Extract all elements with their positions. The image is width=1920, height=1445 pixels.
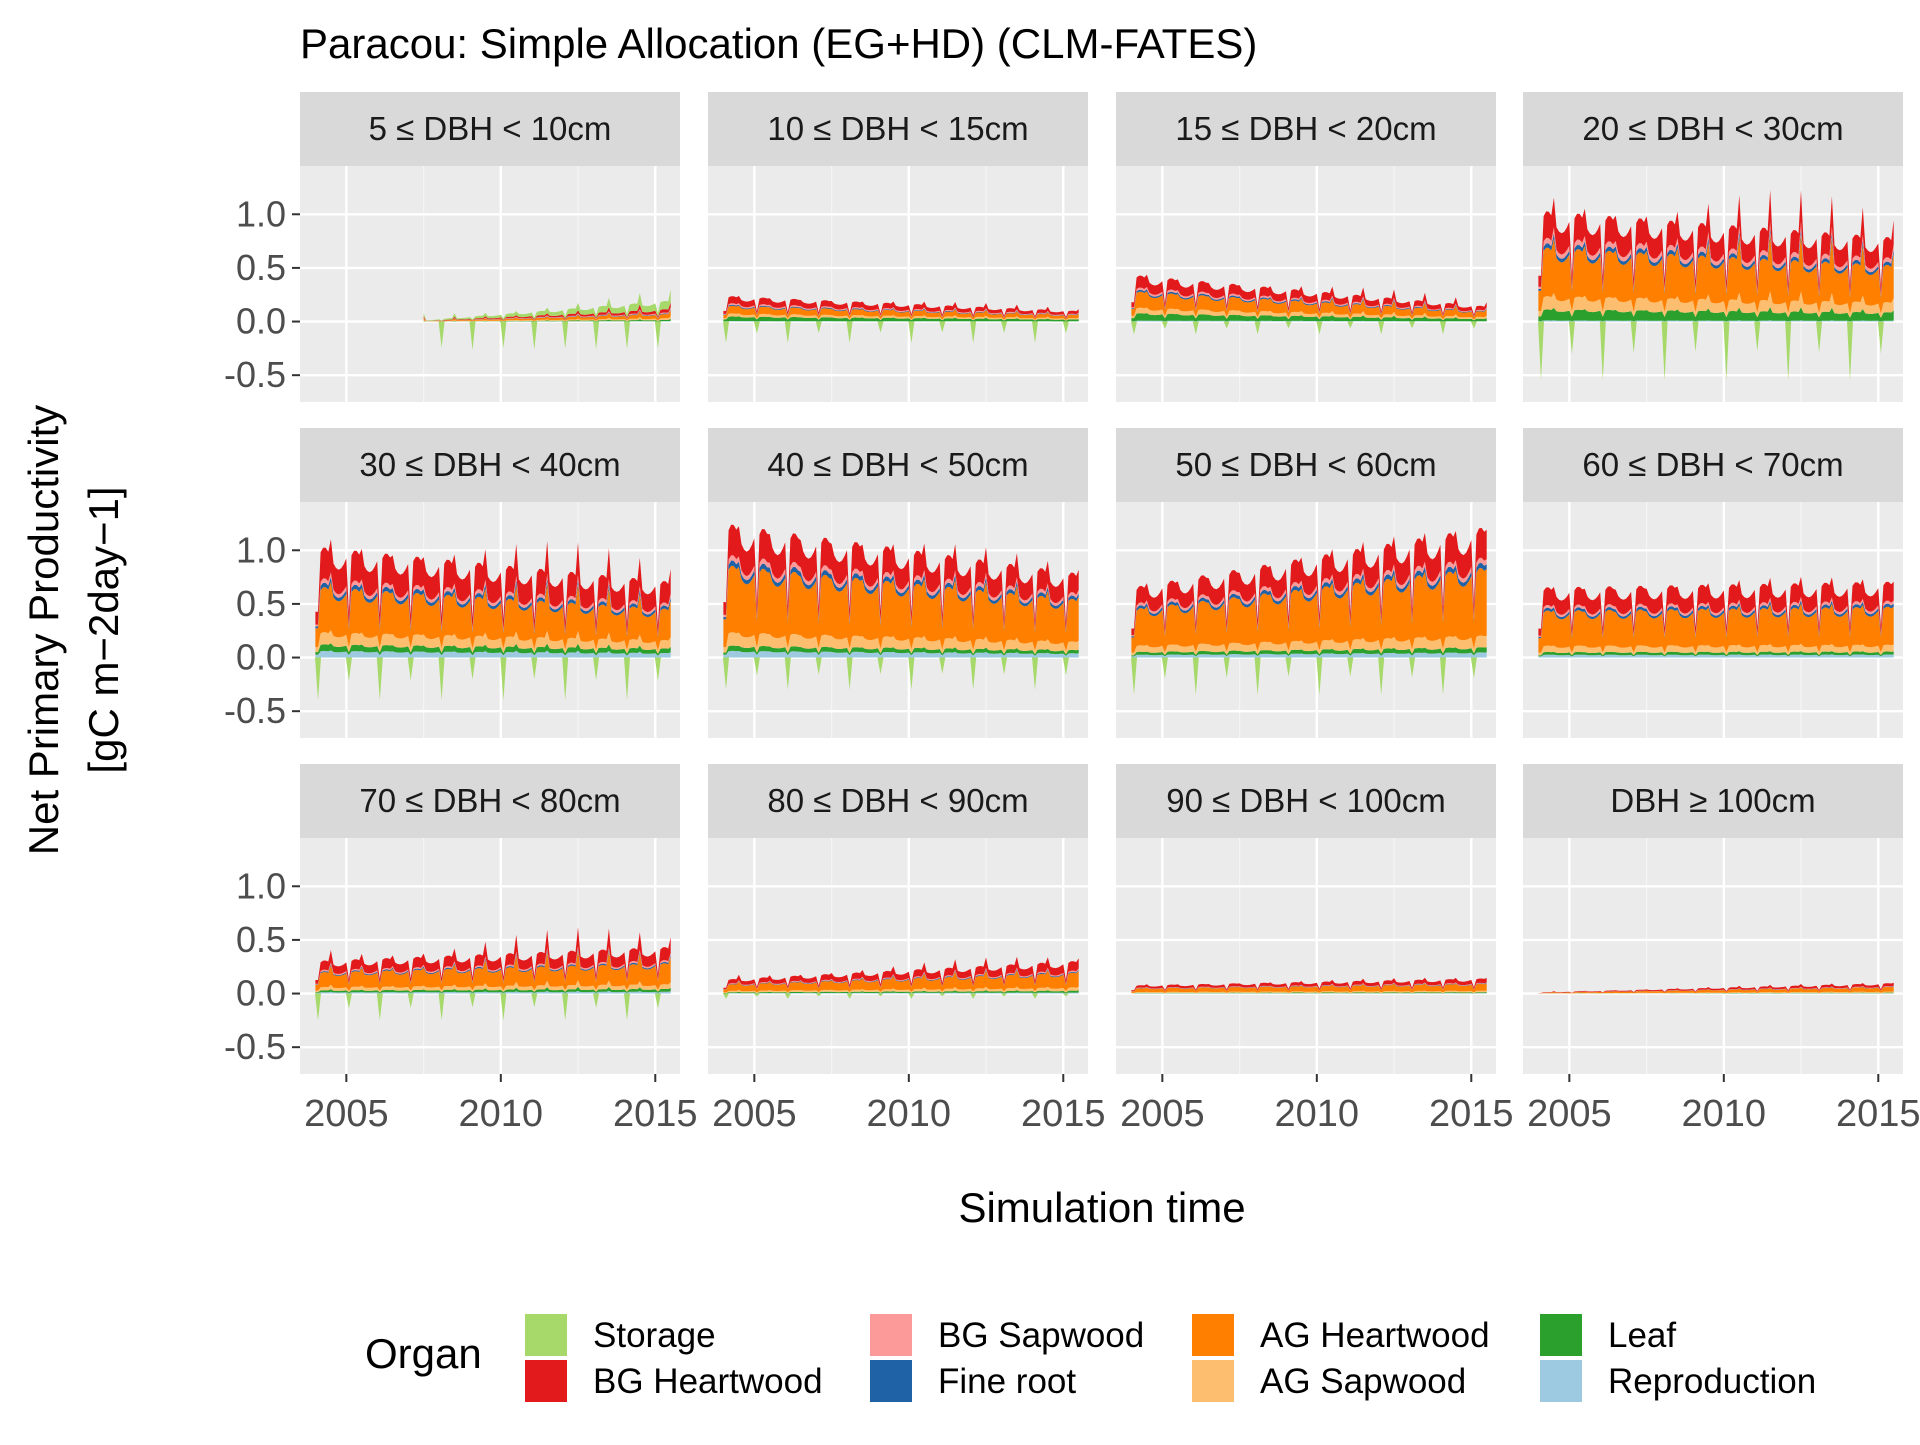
legend-item: AG Heartwood xyxy=(1192,1314,1490,1356)
facet-panel: 80 ≤ DBH < 90cm 2005 2010 2015 xyxy=(708,764,1106,1135)
y-tick-label: 1.0 xyxy=(236,529,286,570)
facet-panel: 10 ≤ DBH < 15cm xyxy=(708,92,1088,402)
chart-title: Paracou: Simple Allocation (EG+HD) (CLM-… xyxy=(300,20,1257,67)
legend-label: Leaf xyxy=(1608,1316,1676,1355)
x-tick-label: 2015 xyxy=(1836,1093,1920,1135)
x-tick-label: 2005 xyxy=(304,1093,389,1135)
facet-strip-label: 90 ≤ DBH < 100cm xyxy=(1166,782,1446,819)
plot-background xyxy=(1116,838,1496,1074)
plot-background xyxy=(300,166,680,402)
legend-item: AG Sapwood xyxy=(1192,1360,1466,1402)
x-tick-label: 2010 xyxy=(867,1093,952,1135)
x-tick-label: 2005 xyxy=(1120,1093,1205,1135)
legend-item: BG Sapwood xyxy=(870,1314,1144,1356)
plot-background xyxy=(708,166,1088,402)
facet-strip-label: 80 ≤ DBH < 90cm xyxy=(767,782,1028,819)
facet-panel: 70 ≤ DBH < 80cm 1.0 0.5 0.0 -0.5 2005 2010 2015 xyxy=(224,764,698,1135)
x-tick-label: 2015 xyxy=(1021,1093,1106,1135)
facet-panel: DBH ≥ 100cm 2005 2010 2015 xyxy=(1523,764,1920,1135)
facet-panel: 90 ≤ DBH < 100cm 2005 2010 2015 xyxy=(1116,764,1514,1135)
x-axis-title: Simulation time xyxy=(958,1184,1245,1231)
legend-item: Fine root xyxy=(870,1360,1076,1402)
y-tick-label: -0.5 xyxy=(224,690,286,731)
legend-item: BG Heartwood xyxy=(525,1360,823,1402)
facet-strip-label: 40 ≤ DBH < 50cm xyxy=(767,446,1028,483)
legend-item: Leaf xyxy=(1540,1314,1676,1356)
plot-background xyxy=(1523,838,1903,1074)
legend-label: Reproduction xyxy=(1608,1362,1816,1401)
legend-swatch xyxy=(1540,1360,1582,1402)
legend-title: Organ xyxy=(365,1330,482,1377)
legend-label: Storage xyxy=(593,1316,716,1355)
x-tick-label: 2005 xyxy=(1527,1093,1612,1135)
legend-swatch xyxy=(525,1360,567,1402)
y-tick-label: 0.5 xyxy=(236,919,286,960)
legend-label: AG Heartwood xyxy=(1260,1316,1490,1355)
legend-swatch xyxy=(870,1360,912,1402)
facet-strip-label: 70 ≤ DBH < 80cm xyxy=(359,782,620,819)
legend-label: BG Sapwood xyxy=(938,1316,1144,1355)
facet-strip-label: 60 ≤ DBH < 70cm xyxy=(1582,446,1843,483)
facet-strip-label: 30 ≤ DBH < 40cm xyxy=(359,446,620,483)
x-tick-label: 2010 xyxy=(1682,1093,1767,1135)
legend-item: Reproduction xyxy=(1540,1360,1816,1402)
x-tick-label: 2010 xyxy=(459,1093,544,1135)
facet-panel: 40 ≤ DBH < 50cm xyxy=(708,428,1088,738)
facet-panel: 60 ≤ DBH < 70cm xyxy=(1523,428,1903,738)
y-tick-label: -0.5 xyxy=(224,1026,286,1067)
y-tick-label: -0.5 xyxy=(224,354,286,395)
y-axis-title-line2: [gC m−2day−1] xyxy=(80,486,127,773)
facet-panel: 5 ≤ DBH < 10cm 1.0 0.5 0.0 -0.5 xyxy=(224,92,680,402)
facet-strip-label: 20 ≤ DBH < 30cm xyxy=(1582,110,1843,147)
y-tick-label: 0.0 xyxy=(236,973,286,1014)
facet-panel: 20 ≤ DBH < 30cm xyxy=(1523,92,1903,402)
facet-strip-label: 50 ≤ DBH < 60cm xyxy=(1175,446,1436,483)
facet-panel: 50 ≤ DBH < 60cm xyxy=(1116,428,1496,738)
y-tick-label: 0.5 xyxy=(236,583,286,624)
plot-background xyxy=(708,838,1088,1074)
y-tick-label: 0.5 xyxy=(236,247,286,288)
y-tick-label: 1.0 xyxy=(236,193,286,234)
legend-label: Fine root xyxy=(938,1362,1076,1401)
facet-strip-label: 10 ≤ DBH < 15cm xyxy=(767,110,1028,147)
y-axis-title-line1: Net Primary Productivity xyxy=(20,405,67,855)
legend-label: BG Heartwood xyxy=(593,1362,823,1401)
panels-layer: 5 ≤ DBH < 10cm 1.0 0.5 0.0 -0.5 10 ≤ DBH < 15… xyxy=(224,92,1920,1135)
facet-panel: 30 ≤ DBH < 40cm 1.0 0.5 0.0 -0.5 xyxy=(224,428,680,738)
facet-panel: 15 ≤ DBH < 20cm xyxy=(1116,92,1496,402)
x-tick-label: 2005 xyxy=(712,1093,797,1135)
legend-swatch xyxy=(525,1314,567,1356)
facet-strip-label: DBH ≥ 100cm xyxy=(1610,782,1815,819)
legend-swatch xyxy=(1192,1314,1234,1356)
x-tick-label: 2015 xyxy=(1429,1093,1514,1135)
legend: Organ Storage BG Heartwood BG Sapwood Fine … xyxy=(365,1314,1816,1402)
legend-label: AG Sapwood xyxy=(1260,1362,1466,1401)
x-tick-label: 2010 xyxy=(1275,1093,1360,1135)
facet-strip-label: 15 ≤ DBH < 20cm xyxy=(1175,110,1436,147)
legend-swatch xyxy=(870,1314,912,1356)
legend-swatch xyxy=(1540,1314,1582,1356)
x-tick-label: 2015 xyxy=(613,1093,698,1135)
y-tick-label: 1.0 xyxy=(236,865,286,906)
facet-strip-label: 5 ≤ DBH < 10cm xyxy=(369,110,612,147)
legend-swatch xyxy=(1192,1360,1234,1402)
y-tick-label: 0.0 xyxy=(236,637,286,678)
y-tick-label: 0.0 xyxy=(236,301,286,342)
legend-item: Storage xyxy=(525,1314,716,1356)
